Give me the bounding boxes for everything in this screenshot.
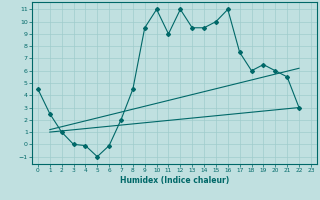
X-axis label: Humidex (Indice chaleur): Humidex (Indice chaleur) (120, 176, 229, 185)
